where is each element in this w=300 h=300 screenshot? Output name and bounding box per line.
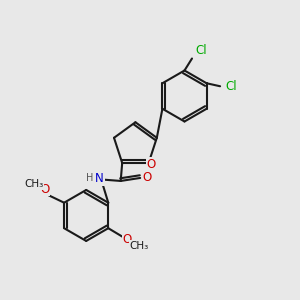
Text: Cl: Cl xyxy=(225,80,237,93)
Text: CH₃: CH₃ xyxy=(129,241,148,250)
Text: Cl: Cl xyxy=(195,44,207,58)
Text: O: O xyxy=(40,183,49,196)
Text: N: N xyxy=(95,172,104,185)
Text: H: H xyxy=(85,173,93,183)
Text: O: O xyxy=(142,172,152,184)
Text: O: O xyxy=(122,233,131,246)
Text: CH₃: CH₃ xyxy=(24,179,43,189)
Text: O: O xyxy=(146,158,156,171)
